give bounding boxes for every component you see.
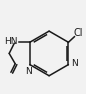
Text: N: N [26, 67, 32, 76]
Text: N: N [71, 59, 78, 68]
Text: Cl: Cl [73, 28, 83, 38]
Text: HN: HN [4, 37, 17, 46]
